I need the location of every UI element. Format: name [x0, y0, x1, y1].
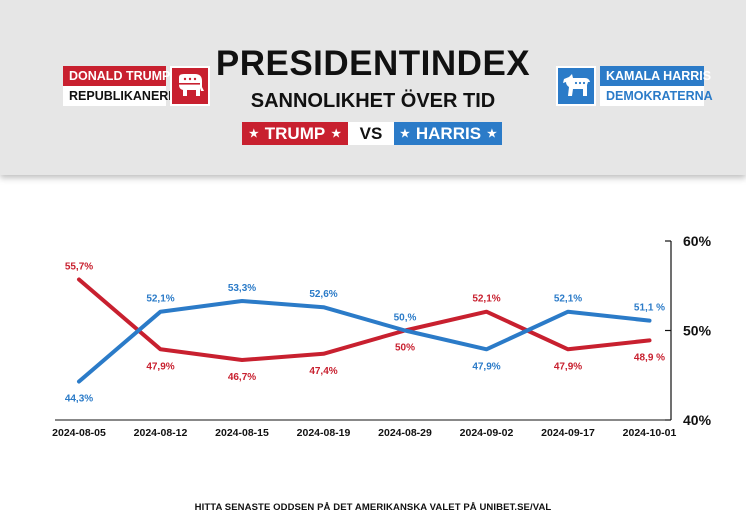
page-title: PRESIDENTINDEX: [215, 44, 531, 83]
x-tick-label: 2024-08-15: [215, 427, 269, 439]
data-label-harris: 52,1%: [146, 294, 174, 305]
data-label-harris: 53,3%: [228, 283, 256, 294]
trump-name: DONALD TRUMP: [63, 66, 170, 86]
trump-party: REPUBLIKANERNA: [63, 86, 186, 106]
data-label-harris: 47,9%: [472, 361, 500, 372]
x-tick-label: 2024-08-29: [378, 427, 432, 439]
data-label-trump: 47,9%: [554, 361, 582, 372]
harris-party: DEMOKRATERNA: [600, 86, 713, 106]
versus-bar: ★ TRUMP ★ VS ★ HARRIS ★: [242, 122, 502, 145]
vs-label: VS: [348, 122, 394, 145]
x-tick-label: 2024-08-12: [134, 427, 188, 439]
data-label-trump: 47,9%: [146, 361, 174, 372]
data-label-trump: 50%: [395, 343, 415, 354]
vs-trump-label: ★ TRUMP ★: [242, 122, 348, 145]
x-tick-label: 2024-10-01: [623, 427, 677, 439]
donkey-icon: [556, 66, 596, 106]
data-label-harris: 52,6%: [309, 289, 337, 300]
data-label-trump: 48,9 %: [634, 352, 665, 363]
y-tick-label: 60%: [683, 233, 712, 249]
footer-note: HITTA SENASTE ODDSEN PÅ DET AMERIKANSKA …: [194, 502, 552, 513]
vs-harris-label: ★ HARRIS ★: [394, 122, 502, 145]
x-tick-label: 2024-08-19: [297, 427, 351, 439]
x-tick-label: 2024-08-05: [52, 427, 106, 439]
x-tick-label: 2024-09-02: [460, 427, 514, 439]
candidate-trump-badge: DONALD TRUMP REPUBLIKANERNA: [63, 66, 210, 106]
x-tick-label: 2024-09-17: [541, 427, 595, 439]
star-icon: ★: [331, 128, 342, 140]
star-icon: ★: [248, 128, 259, 140]
data-label-harris: 51,1 %: [634, 303, 665, 314]
page-subtitle: SANNOLIKHET ÖVER TID: [250, 90, 496, 112]
data-label-trump: 52,1%: [472, 294, 500, 305]
data-label-harris: 52,1%: [554, 294, 582, 305]
series-line-trump: [77, 277, 652, 363]
y-tick-label: 40%: [683, 412, 712, 428]
harris-name: KAMALA HARRIS: [600, 66, 711, 86]
elephant-icon: [170, 66, 210, 106]
data-label-harris: 44,3%: [65, 394, 93, 405]
candidate-harris-badge: KAMALA HARRIS DEMOKRATERNA: [556, 66, 713, 106]
series-line-harris: [77, 298, 652, 384]
data-label-trump: 55,7%: [65, 261, 93, 272]
star-icon: ★: [400, 128, 410, 140]
header-banner: DONALD TRUMP REPUBLIKANERNA PRESIDENTIND…: [0, 0, 746, 175]
y-tick-label: 50%: [683, 323, 712, 339]
star-icon: ★: [487, 128, 497, 140]
data-label-trump: 47,4%: [309, 366, 337, 377]
data-label-harris: 50,%: [394, 313, 417, 324]
data-label-trump: 46,7%: [228, 372, 256, 383]
